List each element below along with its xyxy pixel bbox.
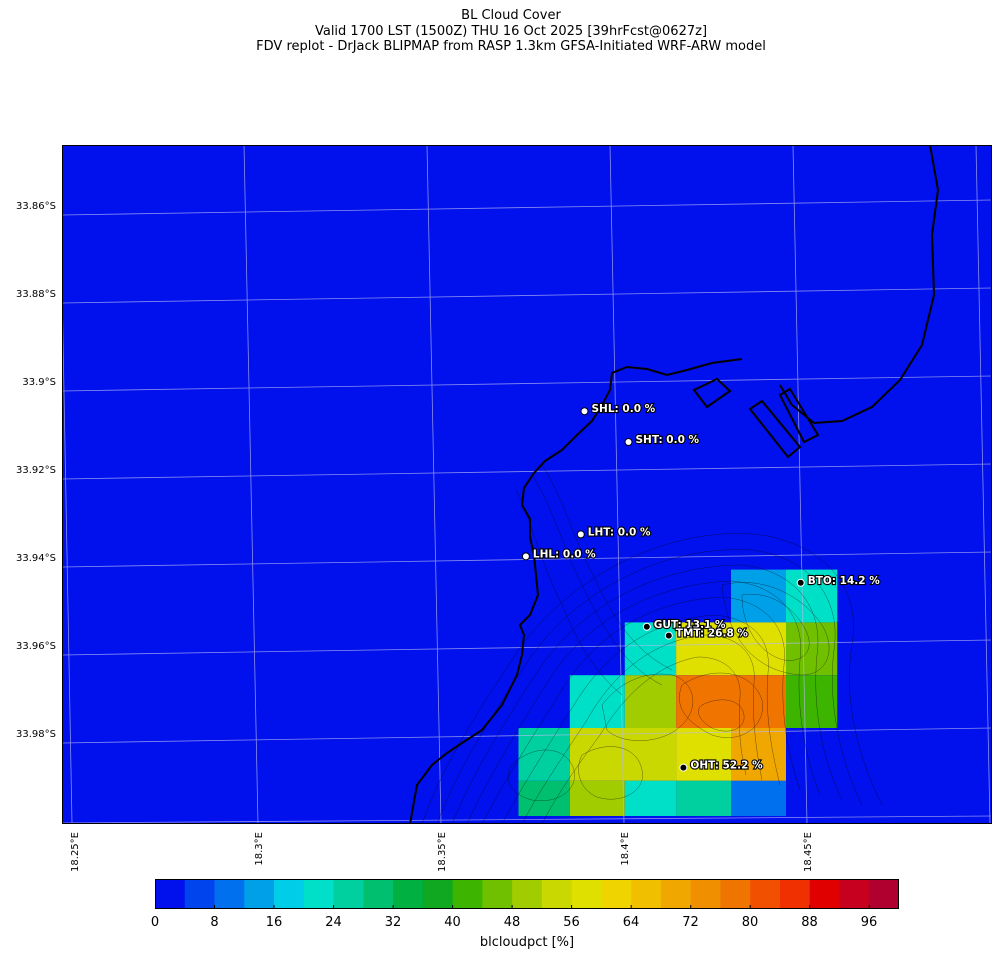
station-bto[interactable]: BTO: 14.2 % xyxy=(796,574,881,588)
colorbar-tick-label: 48 xyxy=(503,915,521,930)
map-panel[interactable]: SHL: 0.0 % SHT: 0.0 % LHT: 0.0 % LHL: 0.0 %… xyxy=(62,145,992,824)
station-shl[interactable]: SHL: 0.0 % xyxy=(580,402,657,416)
lat-label: 33.86°S xyxy=(16,201,56,212)
cloud-grid-cell xyxy=(676,675,786,728)
colorbar-swatch xyxy=(690,879,721,909)
station-label: GUT: 13.1 % xyxy=(654,619,726,631)
station-tmt[interactable]: TMT: 26.8 % xyxy=(664,626,750,641)
colorbar-swatch xyxy=(809,879,840,909)
station-label: LHT: 0.0 % xyxy=(588,526,651,538)
station-marker xyxy=(642,622,651,631)
colorbar-tick-label: 80 xyxy=(741,915,759,930)
colorbar-label: blcloudpct [%] xyxy=(479,935,575,950)
cloud-grid-cell xyxy=(624,675,677,728)
title-line-1: BL Cloud Cover xyxy=(461,8,561,23)
station-lht[interactable]: LHT: 0.0 % xyxy=(576,525,652,540)
station-sht[interactable]: SHT: 0.0 % xyxy=(624,433,701,447)
cloud-grid-cell xyxy=(786,675,838,728)
colorbar-swatch xyxy=(720,879,751,909)
colorbar-swatch xyxy=(333,879,364,909)
colorbar-swatch xyxy=(869,879,899,909)
lat-label: 33.98°S xyxy=(16,729,56,740)
lat-label: 33.88°S xyxy=(16,289,56,300)
cloud-grid-cell xyxy=(624,622,677,676)
cloud-grid-cell xyxy=(731,622,786,676)
colorbar-swatch xyxy=(750,879,781,909)
colorbar-tick-label: 24 xyxy=(325,915,342,930)
colorbar-tick-label: 8 xyxy=(210,915,219,930)
colorbar-tick-label: 72 xyxy=(682,915,699,930)
coastline xyxy=(409,145,940,824)
lat-label: 33.94°S xyxy=(16,553,56,564)
station-marker xyxy=(796,578,805,587)
colorbar-swatch xyxy=(422,879,454,909)
station-label: LHL: 0.0 % xyxy=(533,548,596,560)
cloud-grid-cell xyxy=(786,622,838,676)
graticule xyxy=(62,145,992,824)
colorbar-swatch xyxy=(452,879,483,909)
colorbar-tick-label: 40 xyxy=(444,915,461,930)
colorbar-swatch xyxy=(393,879,424,909)
colorbar-swatch xyxy=(571,879,602,909)
station-marker xyxy=(521,552,530,561)
colorbar-tick-label: 96 xyxy=(860,915,878,930)
station-marker xyxy=(580,407,589,416)
lat-label: 33.92°S xyxy=(16,465,56,476)
station-marker xyxy=(664,631,673,640)
colorbar-swatch xyxy=(155,879,186,909)
cloud-grid-cell xyxy=(676,622,732,676)
colorbar-tick-label: 88 xyxy=(801,915,818,930)
colorbar-tick-label: 16 xyxy=(265,915,283,930)
title-line-3: FDV replot - DrJack BLIPMAP from RASP 1.… xyxy=(256,39,766,54)
colorbar-swatch xyxy=(601,879,632,909)
colorbar-swatch xyxy=(274,879,305,909)
colorbar-tick-label: 56 xyxy=(563,915,580,930)
lat-label: 33.9°S xyxy=(22,377,56,388)
station-markers: SHL: 0.0 % SHT: 0.0 % LHT: 0.0 % LHL: 0.0 %… xyxy=(521,402,881,773)
map-canvas[interactable]: SHL: 0.0 % SHT: 0.0 % LHT: 0.0 % LHL: 0.0 %… xyxy=(62,145,992,824)
colorbar-tick-label: 64 xyxy=(622,915,640,930)
colorbar-swatch xyxy=(631,879,662,909)
colorbar-swatch xyxy=(363,879,394,909)
station-lhl[interactable]: LHL: 0.0 % xyxy=(521,547,597,562)
colorbar-swatch xyxy=(482,879,513,909)
terrain-contours xyxy=(421,464,883,824)
station-label: SHL: 0.0 % xyxy=(592,403,656,415)
colorbar xyxy=(155,879,899,909)
colorbar-swatch xyxy=(779,879,811,909)
colorbar-swatch xyxy=(839,879,870,909)
station-label: BTO: 14.2 % xyxy=(808,575,881,587)
colorbar-swatch xyxy=(244,879,275,909)
cloud-grid-cell xyxy=(731,780,786,816)
station-label: TMT: 26.8 % xyxy=(676,628,749,640)
station-gut[interactable]: GUT: 13.1 % xyxy=(642,618,727,632)
cloud-grid-cell xyxy=(676,728,732,781)
figure-title: BL Cloud Cover Valid 1700 LST (1500Z) TH… xyxy=(0,8,1001,55)
lat-label: 33.96°S xyxy=(16,641,56,652)
station-marker xyxy=(679,763,688,772)
title-line-2: Valid 1700 LST (1500Z) THU 16 Oct 2025 [… xyxy=(314,23,708,39)
colorbar-swatch xyxy=(184,879,216,909)
colorbar-swatch xyxy=(214,879,245,909)
station-label: SHT: 0.0 % xyxy=(636,434,700,446)
cloud-grid-cell xyxy=(731,569,786,623)
colorbar-tick-label: 32 xyxy=(384,915,402,930)
colorbar-swatch xyxy=(512,879,543,909)
station-label: OHT: 52.2 % xyxy=(690,760,763,772)
cloud-grid-cell xyxy=(569,675,625,728)
colorbar-tick-label: 0 xyxy=(150,915,160,930)
station-oht[interactable]: OHT: 52.2 % xyxy=(679,758,764,773)
colorbar-swatch xyxy=(303,879,335,909)
colorbar-swatch xyxy=(541,879,573,909)
station-marker xyxy=(576,530,585,539)
cloud-grid-cell xyxy=(624,780,677,816)
cloud-grid-cell xyxy=(676,780,732,816)
cloud-grid-cell xyxy=(569,780,625,816)
station-marker xyxy=(624,438,633,446)
lon-label: 18.25°E xyxy=(70,832,81,872)
colorbar-border xyxy=(155,879,899,909)
colorbar-swatch xyxy=(660,879,692,909)
